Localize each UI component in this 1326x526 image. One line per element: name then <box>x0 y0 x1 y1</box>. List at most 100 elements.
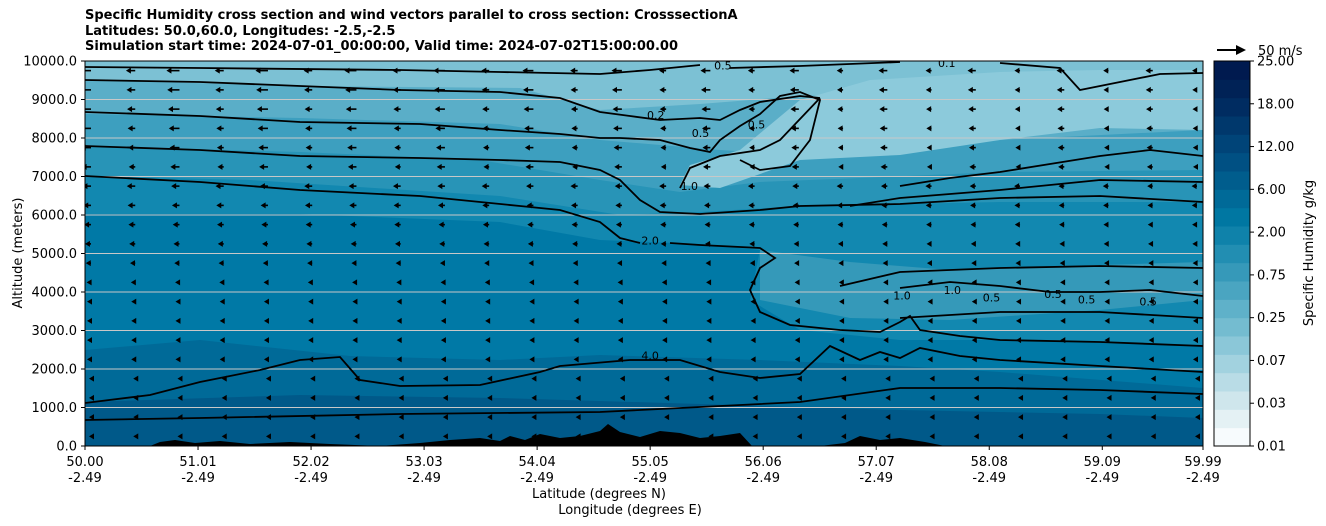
wind-vector-head <box>708 414 714 421</box>
wind-vector-head <box>794 317 800 324</box>
wind-vector-arrow <box>483 240 490 247</box>
wind-vector-arrow <box>1016 337 1022 344</box>
wind-vector-head <box>259 163 265 170</box>
wind-vector-arrow <box>925 67 932 74</box>
wind-vector-head <box>792 202 798 209</box>
wind-vector-head <box>487 433 493 440</box>
wind-vector-head <box>575 375 581 382</box>
wind-vector-head <box>750 337 756 344</box>
wind-vector-arrow <box>708 394 714 401</box>
wind-vector-head <box>617 279 623 286</box>
wind-vector-head <box>127 202 133 209</box>
wind-vector-head <box>310 433 316 440</box>
wind-vector-head <box>215 106 221 113</box>
wind-vector-head <box>970 202 976 209</box>
wind-vector-head <box>1150 433 1156 440</box>
wind-vector-head <box>1060 317 1066 324</box>
x-axis-label-lat: Latitude (degrees N) <box>532 487 666 502</box>
wind-vector-head <box>659 86 665 93</box>
wind-vector-head <box>262 260 268 267</box>
wind-vector-head <box>659 202 665 209</box>
wind-vector-arrow <box>1104 356 1110 363</box>
wind-vector-head <box>838 163 844 170</box>
wind-vector-head <box>348 183 354 190</box>
wind-vector-arrow <box>837 106 844 113</box>
wind-vector-arrow <box>174 260 180 267</box>
wind-vector-arrow <box>437 183 445 190</box>
wind-vector-arrow <box>659 67 667 74</box>
wind-vector-arrow <box>969 163 976 170</box>
wind-vector-head <box>841 394 847 401</box>
wind-vector-head <box>748 86 754 93</box>
wind-vector-head <box>613 144 619 151</box>
wind-vector-head <box>970 221 976 228</box>
wind-vector-arrow <box>483 163 490 170</box>
wind-vector-head <box>89 394 94 401</box>
wind-vector-arrow <box>973 433 979 440</box>
wind-vector-arrow <box>1104 163 1110 170</box>
wind-vector-arrow <box>612 106 622 113</box>
wind-vector-head <box>839 356 845 363</box>
wind-vector-arrow <box>263 317 269 324</box>
wind-vector-head <box>1146 125 1152 132</box>
wind-vector-head <box>260 202 266 209</box>
wind-vector-arrow <box>926 240 932 247</box>
wind-vector-arrow <box>1060 279 1066 286</box>
wind-vector-arrow <box>354 414 360 421</box>
grid-lines <box>85 99 1203 408</box>
wind-vector-head <box>527 221 533 228</box>
colorbar <box>1214 61 1250 447</box>
wind-vector-head <box>573 337 579 344</box>
wind-vector-head <box>398 375 404 382</box>
y-axis-label: Altitude (meters) <box>11 198 26 309</box>
wind-vector-head <box>573 317 579 324</box>
wind-vector-head <box>172 221 178 228</box>
wind-vector-head <box>305 144 311 151</box>
wind-vector-head <box>968 144 974 151</box>
wind-vector-head <box>836 183 842 190</box>
wind-vector-arrow <box>615 202 622 209</box>
wind-vector-arrow <box>522 67 534 74</box>
wind-vector-head <box>265 433 271 440</box>
wind-vector-head <box>398 433 404 440</box>
wind-vector-arrow <box>129 240 136 247</box>
wind-vector-arrow <box>218 260 224 267</box>
wind-vector-arrow <box>1015 240 1021 247</box>
wind-vector-arrow <box>482 221 490 228</box>
wind-vector-arrow <box>879 125 888 132</box>
wind-vector-head <box>662 337 668 344</box>
wind-vector-arrow <box>125 67 136 74</box>
x-tick-label-lon: -2.49 <box>407 471 441 486</box>
wind-vector-head <box>1192 221 1198 228</box>
wind-vector-head <box>354 414 360 421</box>
wind-vector-arrow <box>615 221 622 228</box>
wind-vector-arrow <box>168 125 180 132</box>
wind-vector-arrow <box>305 221 313 228</box>
wind-vector-arrow <box>929 414 935 421</box>
wind-vector-head <box>217 240 223 247</box>
wind-vector-head <box>263 298 269 305</box>
wind-vector-head <box>704 202 710 209</box>
wind-vector-head <box>439 240 445 247</box>
wind-vector-arrow <box>796 414 802 421</box>
wind-vector-head <box>310 394 316 401</box>
wind-vector-arrow <box>1106 394 1112 401</box>
wind-vector-arrow <box>747 183 755 190</box>
wind-vector-head <box>703 183 709 190</box>
wind-vector-head <box>703 163 709 170</box>
wind-vector-head <box>85 240 90 247</box>
wind-vector-arrow <box>483 144 490 151</box>
wind-vector-arrow <box>170 163 180 170</box>
wind-vector-head <box>440 317 446 324</box>
wind-vector-arrow <box>1062 414 1068 421</box>
wind-vector-arrow <box>1148 279 1154 286</box>
wind-vector-arrow <box>572 163 578 170</box>
y-tick-label: 9000.0 <box>32 93 78 108</box>
wind-vector-arrow <box>1015 279 1021 286</box>
wind-vector-head <box>347 163 353 170</box>
wind-vector-head <box>973 394 979 401</box>
wind-vector-arrow <box>661 279 667 286</box>
wind-vector-arrow <box>925 86 932 93</box>
wind-vector-head <box>1146 144 1152 151</box>
contour-upper-right-2 <box>849 179 1203 207</box>
